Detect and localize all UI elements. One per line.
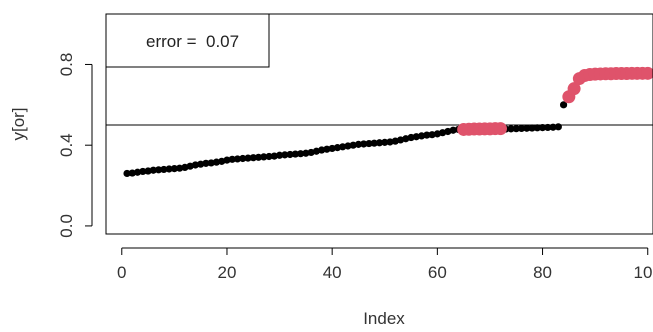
x-tick-label: 20 bbox=[218, 263, 237, 282]
legend-layer: error = 0.07 bbox=[105, 13, 270, 68]
data-point-black bbox=[423, 131, 431, 139]
data-point-black bbox=[507, 125, 515, 133]
data-point-black bbox=[149, 166, 157, 174]
data-point-black bbox=[533, 124, 541, 132]
data-point-black bbox=[202, 159, 210, 167]
y-tick-label: 0.8 bbox=[57, 53, 76, 77]
data-point-black bbox=[297, 150, 305, 158]
data-point-black bbox=[544, 123, 552, 132]
data-point-black bbox=[517, 124, 526, 133]
data-point-black bbox=[139, 167, 147, 176]
data-point-black bbox=[354, 140, 363, 148]
points-layer bbox=[123, 66, 653, 178]
data-point-black bbox=[260, 153, 268, 161]
data-point-black bbox=[286, 150, 294, 159]
data-point-black bbox=[554, 123, 562, 131]
y-axis-label: y[or] bbox=[9, 107, 28, 140]
data-point-black bbox=[170, 165, 178, 173]
data-point-black bbox=[512, 125, 520, 133]
data-point-black bbox=[265, 152, 273, 161]
data-point-black bbox=[375, 139, 384, 147]
axes-layer: 0 20 40 60 80 100 0.0 0.4 0.8 bbox=[57, 53, 653, 282]
data-point-black bbox=[244, 154, 252, 162]
data-point-black bbox=[528, 124, 536, 132]
data-point-black bbox=[549, 123, 557, 131]
data-point-black bbox=[365, 139, 373, 148]
x-tick-label: 100 bbox=[634, 263, 653, 282]
data-point-black bbox=[228, 155, 236, 163]
data-point-black bbox=[370, 139, 378, 147]
legend-box bbox=[105, 13, 270, 68]
x-tick-label: 40 bbox=[323, 263, 342, 282]
x-tick-label: 80 bbox=[533, 263, 552, 282]
data-point-black bbox=[165, 165, 173, 173]
legend-text: error = 0.07 bbox=[146, 32, 239, 51]
x-axis-label: Index bbox=[363, 309, 405, 328]
data-point-black bbox=[233, 155, 242, 163]
data-point-black bbox=[523, 124, 531, 132]
data-point-red bbox=[567, 82, 581, 96]
data-point-black bbox=[154, 166, 163, 174]
data-point-black bbox=[381, 138, 389, 146]
data-point-black bbox=[160, 165, 168, 174]
data-point-black bbox=[239, 154, 247, 163]
data-point-black bbox=[275, 151, 284, 159]
y-tick-label: 0.4 bbox=[57, 133, 76, 157]
data-point-red bbox=[493, 122, 507, 136]
x-tick-label: 60 bbox=[428, 263, 447, 282]
data-point-black bbox=[559, 101, 568, 109]
data-point-black bbox=[123, 169, 131, 178]
plot-frame bbox=[105, 13, 653, 235]
data-point-black bbox=[254, 153, 263, 161]
y-tick-label: 0.0 bbox=[57, 214, 76, 238]
data-point-black bbox=[360, 140, 368, 148]
data-point-black bbox=[281, 151, 289, 159]
data-point-black bbox=[538, 124, 547, 132]
x-tick-label: 0 bbox=[117, 263, 126, 282]
data-point-red bbox=[641, 66, 653, 80]
data-point-black bbox=[291, 150, 299, 158]
data-point-black bbox=[249, 154, 257, 162]
